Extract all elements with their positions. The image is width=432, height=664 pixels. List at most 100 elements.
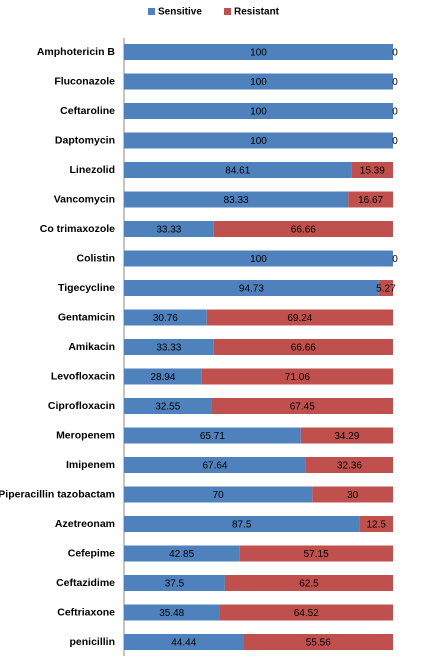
bar-segment xyxy=(378,280,393,296)
bar-segment xyxy=(201,368,393,385)
data-label: 12.5 xyxy=(366,520,386,531)
bar-segment xyxy=(351,162,393,178)
data-label: 100 xyxy=(250,48,267,59)
data-label: 100 xyxy=(250,254,267,265)
category-label: Cefepime xyxy=(68,547,115,559)
bar-segment xyxy=(305,457,393,473)
bar-segment xyxy=(219,604,393,621)
data-label: 0 xyxy=(392,136,398,147)
bar-segment xyxy=(206,309,393,326)
bar-segment xyxy=(124,221,214,237)
bar-segment xyxy=(124,309,207,326)
bar-segment xyxy=(124,368,202,385)
category-label: Tigecycline xyxy=(58,282,115,294)
data-label: 35.48 xyxy=(159,608,184,619)
bar-segment xyxy=(124,604,220,621)
bar-segment xyxy=(124,73,393,90)
data-label: 0 xyxy=(392,254,398,265)
data-label: 71.06 xyxy=(285,372,310,383)
category-label: Levofloxacin xyxy=(51,370,115,382)
data-label: 67.45 xyxy=(290,402,315,413)
bar-segment xyxy=(124,339,214,355)
data-label: 67.64 xyxy=(202,461,227,472)
data-label: 30.76 xyxy=(153,313,178,324)
data-label: 42.85 xyxy=(169,549,194,560)
data-label: 62.5 xyxy=(299,579,319,590)
bar-segment xyxy=(348,191,393,208)
category-label: Fluconazole xyxy=(54,75,115,87)
bar-segment xyxy=(213,221,393,237)
data-label: 65.71 xyxy=(200,431,225,442)
category-label: Gentamicin xyxy=(58,311,115,323)
category-label: Imipenem xyxy=(66,459,115,471)
category-label: Azetreonam xyxy=(55,518,115,530)
legend-swatch xyxy=(224,8,231,15)
data-label: 33.33 xyxy=(156,225,181,236)
category-label: Colistin xyxy=(77,252,116,264)
data-label: 0 xyxy=(392,48,398,59)
bar-segment xyxy=(124,545,240,562)
bar-segment xyxy=(124,44,393,60)
category-label: Meropenem xyxy=(56,429,115,441)
data-label: 30 xyxy=(347,490,359,501)
data-label: 69.24 xyxy=(287,313,312,324)
bar-segment xyxy=(224,575,393,591)
data-label: 100 xyxy=(250,136,267,147)
data-label: 0 xyxy=(392,107,398,118)
bar-segment xyxy=(124,162,352,178)
bar-segment xyxy=(239,545,393,562)
data-label: 94.73 xyxy=(239,284,264,295)
category-label: Vancomycin xyxy=(54,193,115,205)
bar-segment xyxy=(124,103,393,119)
category-label: Piperacillin tazobactam xyxy=(0,488,115,500)
category-label: Ceftaroline xyxy=(60,105,115,117)
bar-segment xyxy=(124,516,360,532)
bar-segment xyxy=(213,339,393,355)
category-label: Co trimaxozole xyxy=(40,223,115,235)
data-label: 55.56 xyxy=(306,638,331,649)
data-label: 28.94 xyxy=(150,372,175,383)
data-label: 44.44 xyxy=(171,638,196,649)
data-label: 87.5 xyxy=(232,520,252,531)
category-label: Amphotericin B xyxy=(37,46,116,58)
bar-segment xyxy=(124,634,244,650)
bar-segment xyxy=(124,398,212,414)
category-label: Daptomycin xyxy=(55,134,115,146)
data-label: 84.61 xyxy=(225,166,250,177)
legend-label: Resistant xyxy=(234,7,280,18)
bar-segment xyxy=(124,250,393,267)
data-label: 70 xyxy=(213,490,225,501)
bar-segment xyxy=(124,486,313,503)
bar-segment xyxy=(243,634,393,650)
category-label: Linezolid xyxy=(70,164,116,176)
data-label: 32.55 xyxy=(155,402,180,413)
bar-segment xyxy=(124,457,306,473)
data-label: 64.52 xyxy=(294,608,319,619)
bar-segment xyxy=(300,427,393,444)
data-label: 37.5 xyxy=(165,579,185,590)
bar-segment xyxy=(359,516,393,532)
data-label: 16.67 xyxy=(358,195,383,206)
category-label: Amikacin xyxy=(68,341,115,353)
bar-segment xyxy=(312,486,393,503)
data-label: 100 xyxy=(250,107,267,118)
data-label: 32.36 xyxy=(337,461,362,472)
data-label: 33.33 xyxy=(156,343,181,354)
data-label: 66.66 xyxy=(291,225,316,236)
bar-segment xyxy=(124,280,379,296)
data-label: 57.15 xyxy=(304,549,329,560)
data-label: 15.39 xyxy=(360,166,385,177)
data-label: 83.33 xyxy=(224,195,249,206)
data-label: 34.29 xyxy=(334,431,359,442)
bar-segment xyxy=(124,575,225,591)
category-label: Ceftazidime xyxy=(56,577,115,589)
data-label: 100 xyxy=(250,77,267,88)
category-label: Ceftriaxone xyxy=(57,606,115,618)
legend-label: Sensitive xyxy=(158,7,202,18)
category-label: Ciprofloxacin xyxy=(48,400,115,412)
bar-segment xyxy=(211,398,393,414)
data-label: 0 xyxy=(392,77,398,88)
legend-swatch xyxy=(148,8,155,15)
data-label: 5.27 xyxy=(376,284,396,295)
